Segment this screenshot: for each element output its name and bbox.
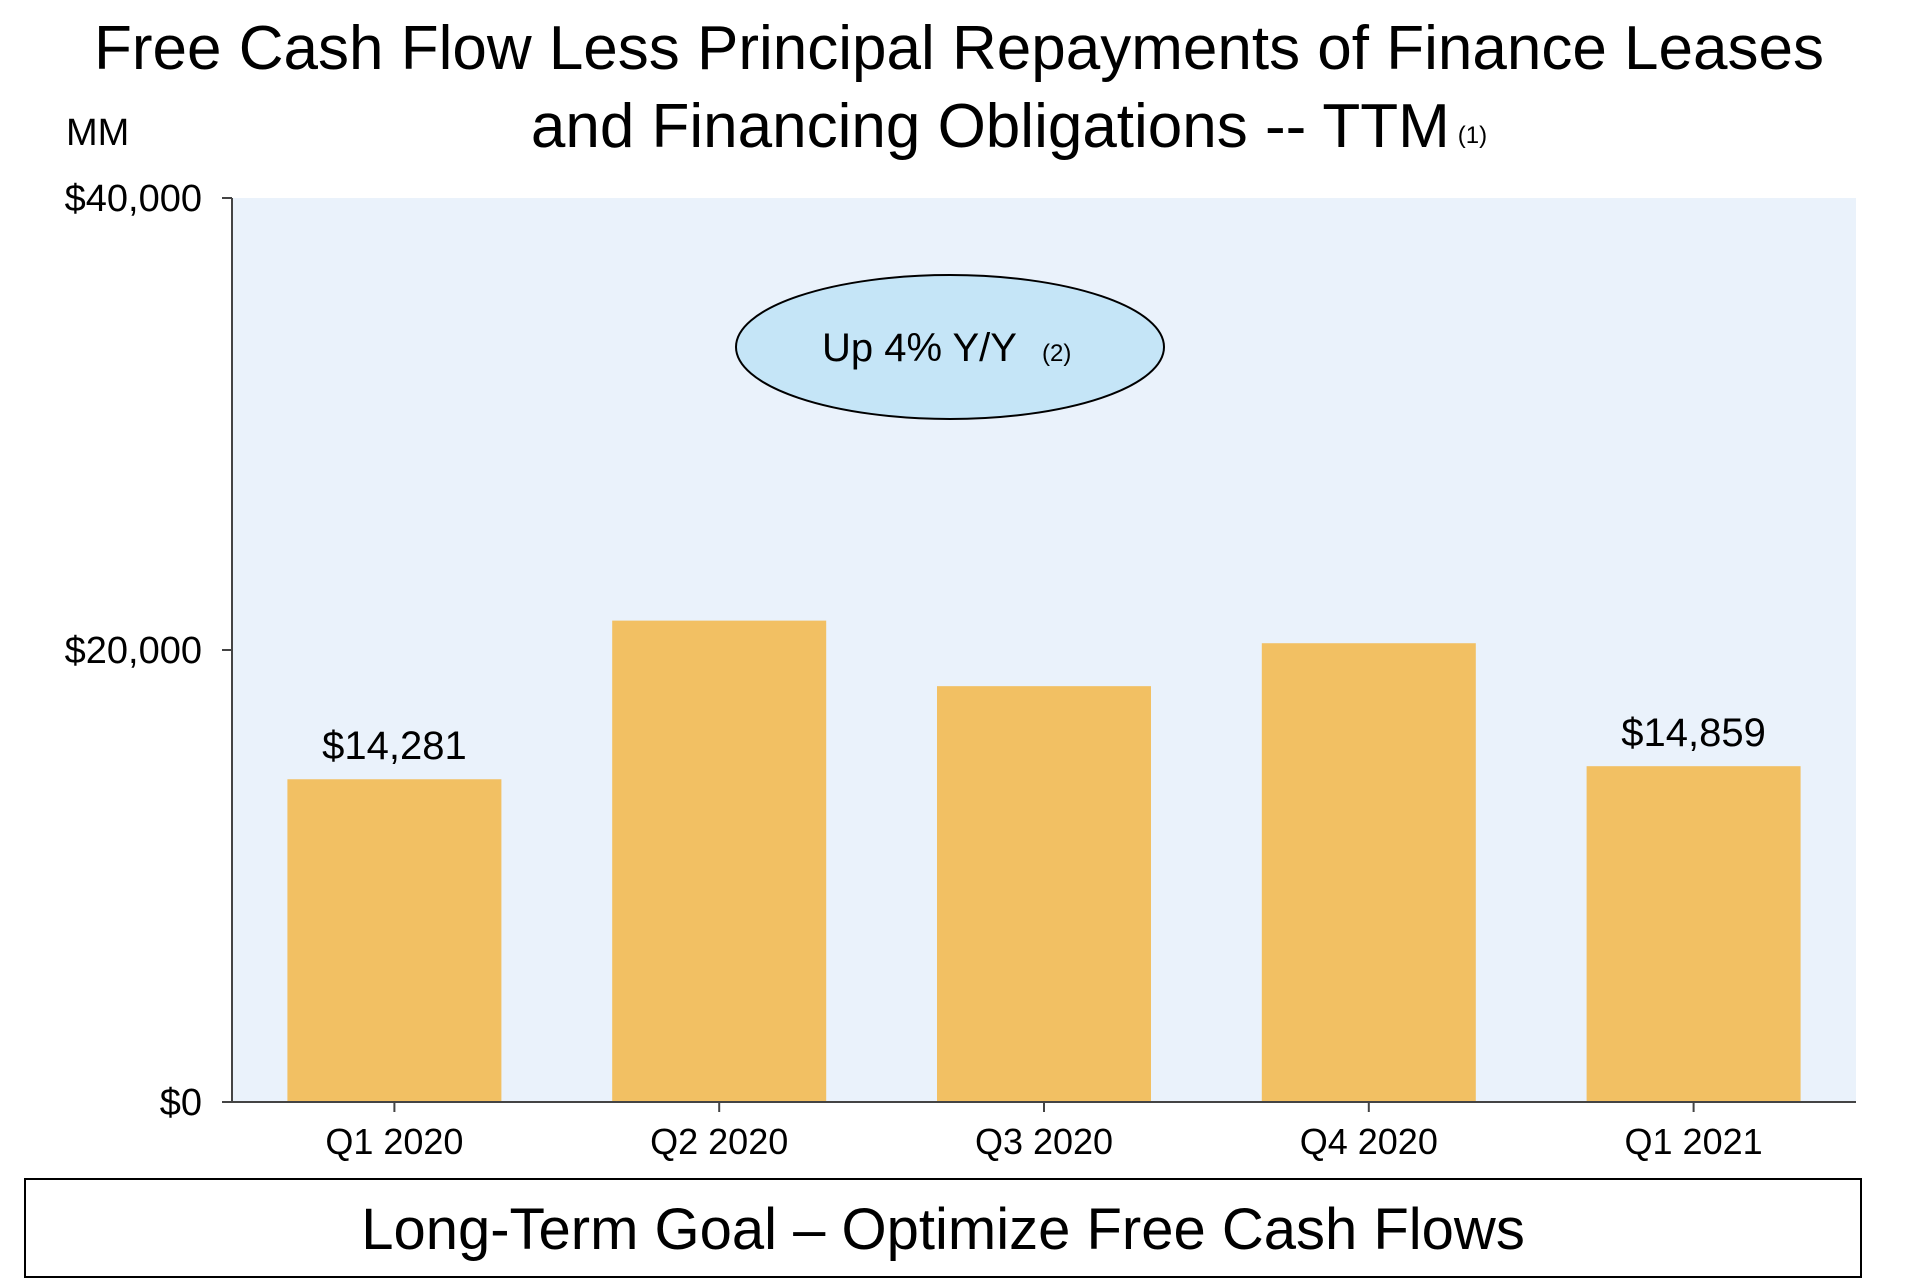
x-tick-label: Q4 2020 [1300, 1121, 1438, 1162]
chart-title-line-2-text: and Financing Obligations -- TTM [530, 92, 1450, 161]
chart-title-line-1: Free Cash Flow Less Principal Repayments… [94, 14, 1824, 83]
y-tick-label: $40,000 [65, 178, 202, 220]
chart-title-line-2: and Financing Obligations -- TTM (1) [0, 88, 1918, 179]
y-tick-label: $20,000 [65, 630, 202, 672]
bar [612, 620, 827, 1102]
title-footnote-marker: (1) [1457, 122, 1488, 149]
x-tick-label: Q2 2020 [650, 1121, 788, 1162]
data-label: $14,859 [1621, 711, 1766, 755]
footer-text: Long-Term Goal – Optimize Free Cash Flow… [361, 1197, 1525, 1262]
bar [287, 779, 502, 1102]
footer-banner: Long-Term Goal – Optimize Free Cash Flow… [24, 1178, 1862, 1278]
x-tick-label: Q1 2020 [325, 1121, 463, 1162]
x-tick-label: Q1 2021 [1625, 1121, 1763, 1162]
callout-text: Up 4% Y/Y [822, 326, 1017, 370]
bar [1586, 766, 1801, 1102]
callout-footnote-marker: (2) [1042, 340, 1071, 367]
bar [937, 686, 1151, 1102]
y-tick-label: $0 [160, 1082, 202, 1124]
y-axis-unit-label: MM [66, 112, 130, 154]
chart-title: Free Cash Flow Less Principal Repayments… [0, 10, 1918, 179]
x-tick-label: Q3 2020 [975, 1121, 1113, 1162]
callout-ellipse [735, 274, 1165, 420]
data-label: $14,281 [322, 724, 467, 768]
bar-chart: $0 $20,000 $40,000 Q1 2020 $14,281 Q2 2020 Q3 … [65, 178, 1856, 1162]
bar [1261, 643, 1476, 1102]
